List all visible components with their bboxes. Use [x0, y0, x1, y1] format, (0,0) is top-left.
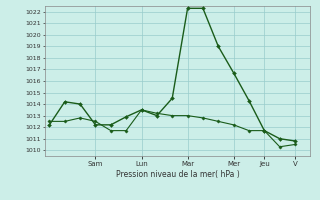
X-axis label: Pression niveau de la mer( hPa ): Pression niveau de la mer( hPa ): [116, 170, 239, 179]
